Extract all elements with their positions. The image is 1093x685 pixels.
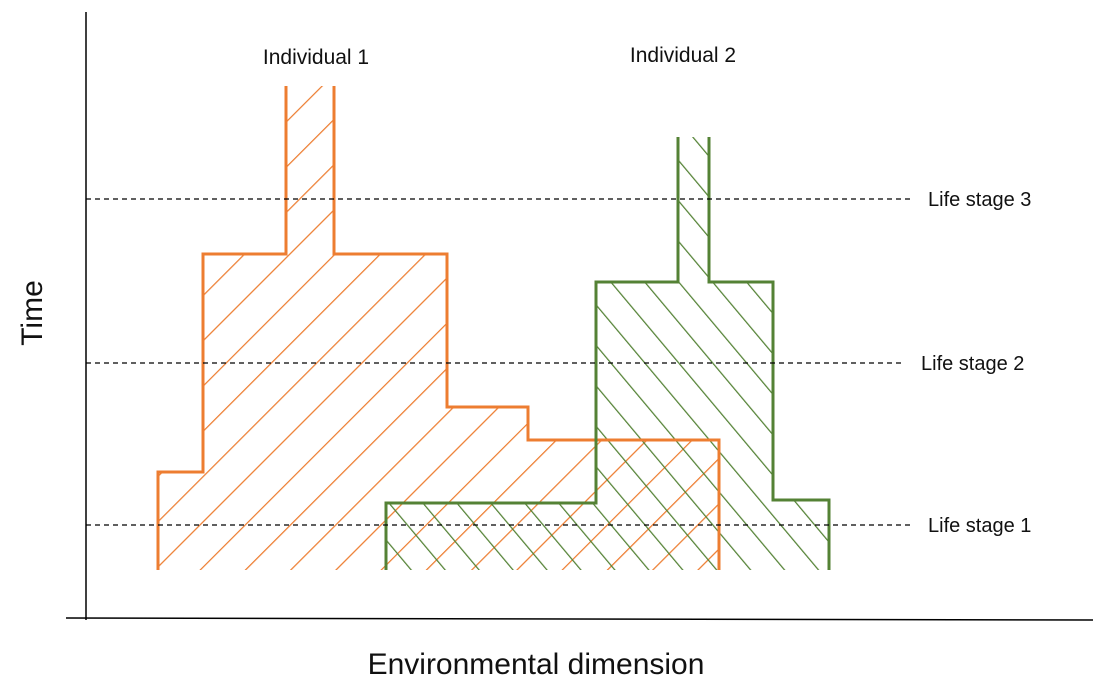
individual-2-label: Individual 2	[630, 44, 736, 67]
x-axis-title: Environmental dimension	[368, 648, 705, 681]
individual-1-niche-fill	[158, 86, 719, 570]
life-stage-3-label: Life stage 3	[928, 189, 1031, 211]
individual-1-label: Individual 1	[263, 46, 369, 69]
individual-2-niche-fill	[386, 137, 829, 570]
y-axis-title: Time	[16, 280, 49, 346]
life-stage-2-label: Life stage 2	[921, 353, 1024, 375]
x-axis	[65, 617, 1093, 621]
life-stage-1-label: Life stage 1	[928, 515, 1031, 537]
individual-2-niche-outline	[384, 137, 831, 570]
